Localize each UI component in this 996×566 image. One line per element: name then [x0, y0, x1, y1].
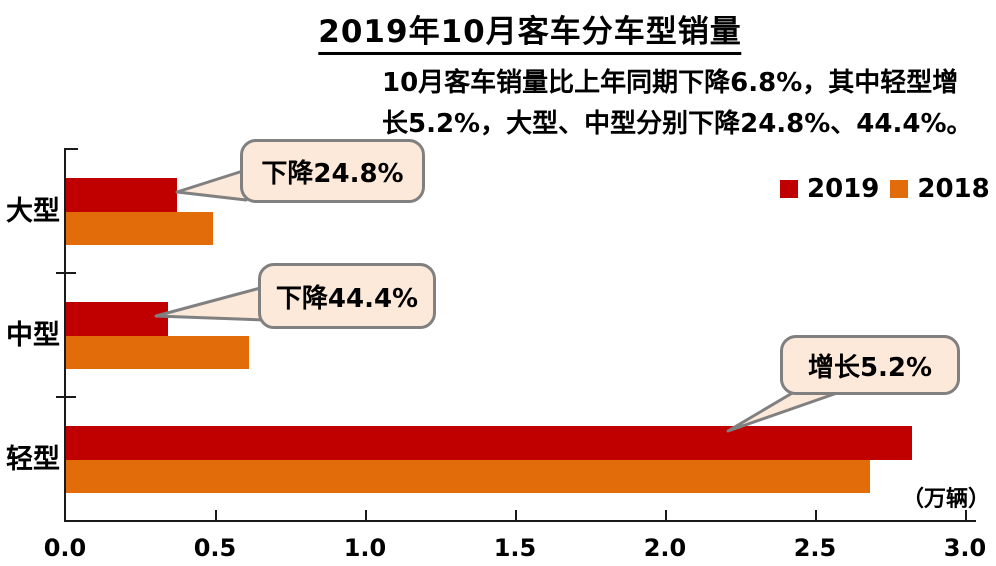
subtitle-line-1: 10月客车销量比上年同期下降6.8%，其中轻型增: [382, 68, 959, 98]
legend: 2019 2018: [780, 174, 990, 204]
x-axis-line: [64, 520, 976, 522]
bar-medium-2018: [66, 336, 249, 369]
y-axis-tick-2: [56, 396, 76, 398]
chart-subtitle: 10月客车销量比上年同期下降6.8%，其中轻型增 长5.2%，大型、中型分别下降…: [382, 63, 973, 145]
legend-item-2019: 2019: [780, 174, 880, 204]
callout-light-growth: 增长5.2%: [780, 335, 960, 395]
x-axis-label-3.0: 3.0: [943, 534, 987, 562]
callout-large-decline: 下降24.8%: [240, 139, 425, 203]
x-axis-unit-label: （万辆）: [901, 487, 990, 512]
category-label-medium: 中型: [6, 320, 60, 351]
legend-swatch-2019: [780, 180, 798, 198]
x-axis-tick-1.0: [365, 510, 367, 520]
x-axis-tick-2.0: [665, 510, 667, 520]
x-axis-label-1.5: 1.5: [493, 534, 537, 562]
bar-light-2018: [66, 460, 870, 493]
category-label-large: 大型: [6, 196, 60, 227]
bar-large-2018: [66, 212, 213, 245]
legend-label-2018: 2018: [917, 174, 990, 204]
legend-item-2018: 2018: [890, 174, 990, 204]
x-axis-label-2.0: 2.0: [643, 534, 687, 562]
legend-label-2019: 2019: [807, 174, 880, 204]
x-axis-tick-3.0: [965, 510, 967, 520]
y-axis-tick-top: [64, 148, 78, 150]
x-axis-label-2.5: 2.5: [793, 534, 837, 562]
x-axis-label-0.5: 0.5: [193, 534, 237, 562]
y-axis-tick-1: [56, 272, 76, 274]
x-axis-label-0.0: 0.0: [43, 534, 87, 562]
x-axis-tick-1.5: [515, 510, 517, 520]
x-axis-tick-2.5: [815, 510, 817, 520]
x-axis-tick-0.5: [215, 510, 217, 520]
chart-title: 2019年10月客车分车型销量: [318, 6, 742, 55]
category-label-light: 轻型: [6, 444, 60, 475]
x-axis-label-1.0: 1.0: [343, 534, 387, 562]
callout-tail-large: [175, 168, 248, 202]
bar-medium-2019: [66, 302, 168, 336]
callout-medium-decline: 下降44.4%: [258, 263, 436, 329]
bar-large-2019: [66, 178, 177, 212]
y-axis-line: [64, 148, 66, 522]
subtitle-line-2: 长5.2%，大型、中型分别下降24.8%、44.4%。: [382, 109, 973, 139]
bar-light-2019: [66, 426, 912, 460]
callout-tail-medium: [154, 285, 266, 322]
legend-swatch-2018: [890, 180, 909, 198]
